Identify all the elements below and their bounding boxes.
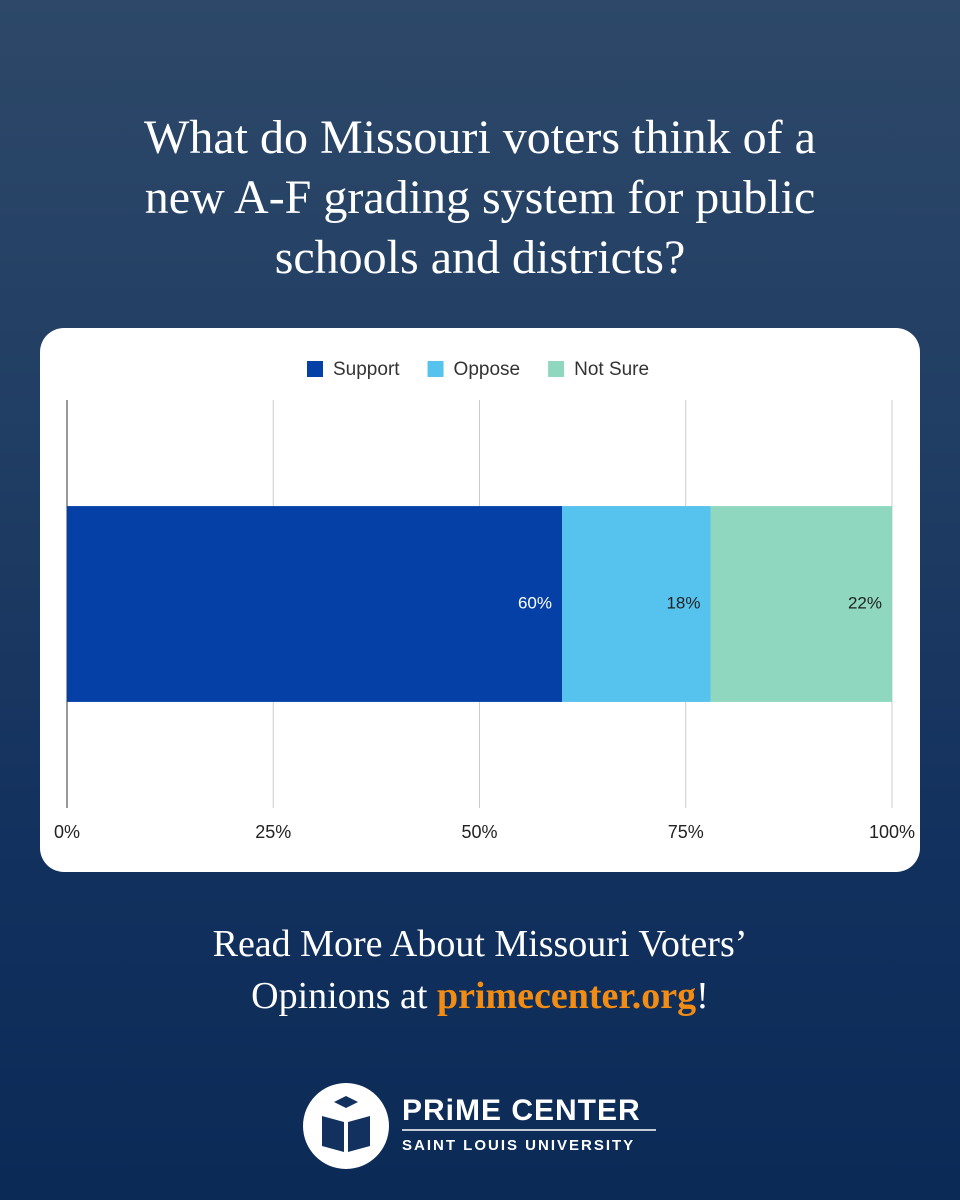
- legend-label: Oppose: [454, 359, 521, 380]
- x-tick-label: 100%: [869, 822, 915, 842]
- value-label: 60%: [518, 593, 552, 612]
- legend-swatch: [307, 361, 323, 377]
- logo-circle: [303, 1083, 389, 1169]
- legend-swatch: [548, 361, 565, 377]
- bar-segment: [710, 506, 892, 702]
- value-label: 22%: [848, 593, 882, 612]
- x-tick-label: 25%: [255, 822, 291, 842]
- footer-link[interactable]: primecenter.org: [436, 975, 697, 1017]
- chart-title: What do Missouri voters think of a new A…: [144, 111, 816, 284]
- bar-segment: [67, 506, 562, 702]
- x-tick-label: 75%: [668, 822, 704, 842]
- x-tick-label: 0%: [54, 822, 80, 842]
- logo-subtitle: SAINT LOUIS UNIVERSITY: [402, 1137, 635, 1154]
- chart: 0% 25% 50% 75% 100% Support Oppose Not Sure 60% 1…: [54, 359, 915, 842]
- legend-label: Not Sure: [574, 359, 649, 380]
- legend-label: Support: [333, 359, 400, 380]
- chart-card: 0% 25% 50% 75% 100% Support Oppose Not Sure 60% 1…: [40, 328, 920, 872]
- legend-swatch: [427, 361, 444, 377]
- bar-segment: [562, 506, 711, 702]
- logo-cap: [334, 1096, 358, 1108]
- value-label: 18%: [666, 593, 700, 612]
- logo-book: [322, 1116, 370, 1152]
- x-tick-label: 50%: [461, 822, 497, 842]
- logo: PRiME CENTER SAINT LOUIS UNIVERSITY: [303, 1083, 656, 1169]
- footer-text: Read More About Missouri Voters’ Opinion…: [212, 923, 748, 1017]
- logo-name: PRiME CENTER: [402, 1094, 641, 1127]
- footer-end: !: [696, 975, 709, 1017]
- footer: Read More About Missouri Voters’ Opinion…: [0, 918, 960, 1022]
